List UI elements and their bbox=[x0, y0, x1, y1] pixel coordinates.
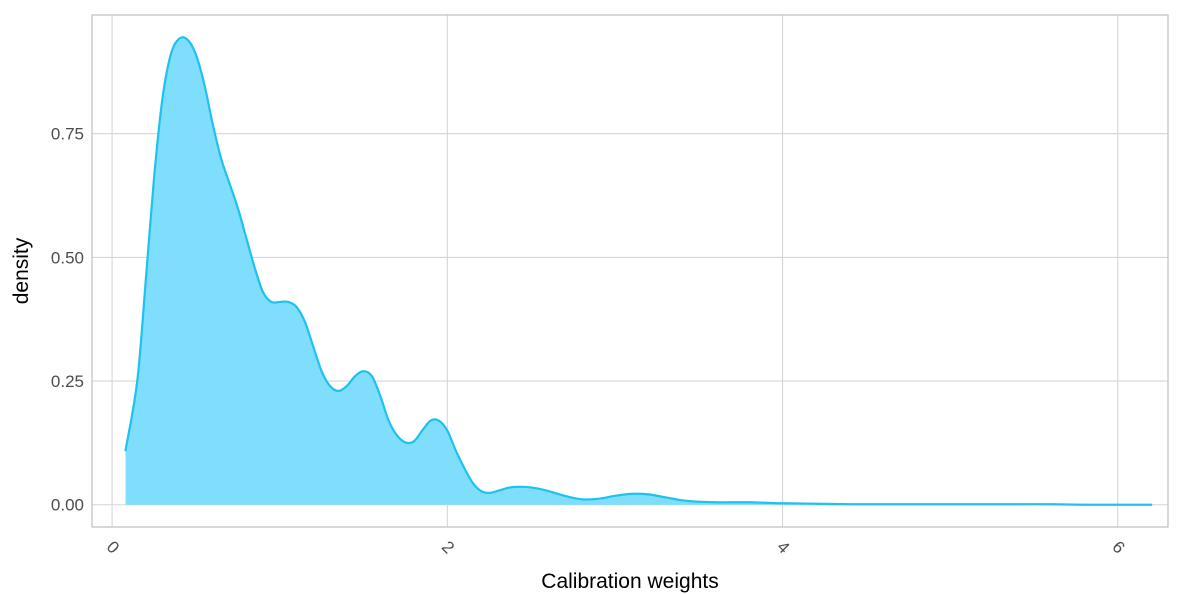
density-area-layer bbox=[124, 36, 1153, 506]
x-tick-label: 0 bbox=[103, 537, 123, 557]
panel-border bbox=[91, 14, 1169, 528]
y-tick-label: 0.75 bbox=[51, 125, 84, 144]
density-line bbox=[124, 36, 1153, 506]
y-tick-label: 0.25 bbox=[51, 372, 84, 391]
y-axis-ticks: 0.00 0.25 0.50 0.75 bbox=[51, 125, 84, 515]
y-axis-title: density bbox=[10, 237, 33, 304]
x-tick-label: 2 bbox=[438, 537, 458, 557]
x-tick-label: 4 bbox=[773, 537, 793, 557]
y-tick-label: 0.00 bbox=[51, 496, 84, 515]
density-area-fill bbox=[125, 37, 1152, 505]
y-tick-label: 0.50 bbox=[51, 248, 84, 267]
x-axis-ticks: 0 2 4 6 bbox=[103, 537, 1129, 557]
x-tick-label: 6 bbox=[1108, 537, 1128, 557]
x-axis-title: Calibration weights bbox=[541, 570, 718, 593]
